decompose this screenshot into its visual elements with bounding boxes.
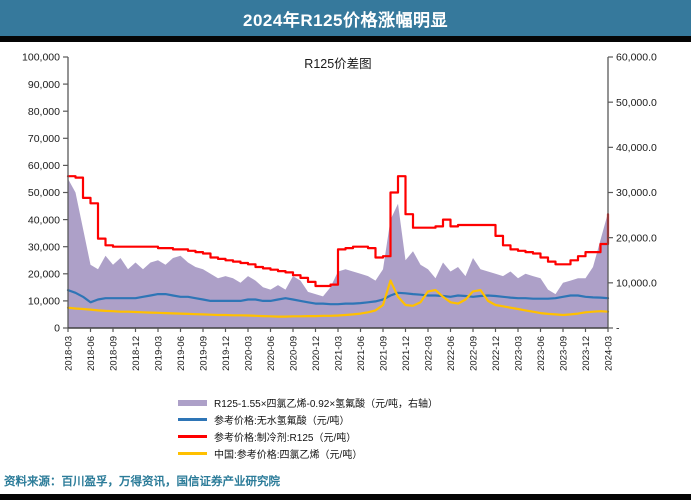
line-swatch-icon	[178, 452, 207, 455]
left-axis-label: 10,000	[28, 296, 60, 308]
left-axis-label: 80,000	[28, 106, 60, 118]
x-axis-label: 2021-09	[379, 336, 390, 371]
right-axis-label: 30,000.0	[616, 187, 657, 199]
x-axis-label: 2023-03	[514, 336, 525, 371]
right-axis-label: 20,000.0	[616, 232, 657, 244]
bottom-divider	[0, 494, 691, 500]
x-axis-label: 2022-09	[469, 336, 480, 371]
left-axis-label: 0	[54, 323, 60, 335]
page-title: 2024年R125价格涨幅明显	[243, 10, 448, 30]
right-axis-label: 60,000.0	[616, 52, 657, 64]
left-axis-label: 20,000	[28, 269, 60, 281]
left-axis-label: 40,000	[28, 214, 60, 226]
legend-label: R125-1.55×四氯乙烯-0.92×氢氟酸（元/吨，右轴）	[214, 399, 438, 410]
x-axis-label: 2020-03	[244, 336, 255, 371]
left-axis-label: 30,000	[28, 241, 60, 253]
series-line-1	[66, 175, 610, 288]
x-axis-label: 2020-09	[289, 336, 300, 371]
legend-label: 参考价格:制冷剂:R125（元/吨）	[214, 433, 357, 444]
legend-item-spread: R125-1.55×四氯乙烯-0.92×氢氟酸（元/吨，右轴）	[178, 394, 691, 411]
x-axis-label: 2020-12	[311, 336, 322, 371]
x-axis-label: 2018-12	[131, 336, 142, 371]
chart-legend: R125-1.55×四氯乙烯-0.92×氢氟酸（元/吨，右轴） 参考价格:无水氢…	[0, 394, 691, 462]
x-axis-label: 2018-03	[64, 336, 75, 371]
legend-label: 参考价格:无水氢氟酸（元/吨）	[214, 416, 350, 427]
chart-title: R125价差图	[304, 57, 371, 71]
x-axis-label: 2022-12	[491, 336, 502, 371]
area-swatch-icon	[178, 399, 207, 406]
right-axis-label: 50,000.0	[616, 97, 657, 109]
x-axis-label: 2019-12	[221, 336, 232, 371]
x-axis-label: 2019-03	[154, 336, 165, 371]
header-bar: 2024年R125价格涨幅明显	[0, 0, 691, 36]
right-axis-label: 10,000.0	[616, 278, 657, 290]
left-axis-label: 90,000	[28, 79, 60, 91]
left-axis-label: 70,000	[28, 133, 60, 145]
x-axis-label: 2023-06	[536, 336, 547, 371]
series-line-0	[66, 289, 610, 306]
legend-item-hf: 参考价格:无水氢氟酸（元/吨）	[178, 411, 691, 428]
x-axis-label: 2018-09	[109, 336, 120, 371]
source-text: 资料来源：百川盈孚，万得资讯，国信证券产业研究院	[4, 476, 280, 488]
left-axis-label: 50,000	[28, 187, 60, 199]
x-axis-label: 2021-12	[401, 336, 412, 371]
x-axis-label: 2020-06	[266, 336, 277, 371]
right-axis-label: -	[616, 323, 620, 335]
line-swatch-icon	[178, 435, 207, 438]
left-axis-label: 100,000	[22, 52, 60, 64]
line-swatch-icon	[178, 418, 207, 421]
x-axis-label: 2018-06	[86, 336, 97, 371]
x-axis-label: 2022-03	[424, 336, 435, 371]
x-axis-label: 2024-03	[604, 336, 615, 371]
x-axis-label: 2021-06	[356, 336, 367, 371]
legend-label: 中国:参考价格:四氯乙烯（元/吨）	[214, 450, 363, 461]
x-axis-label: 2019-09	[199, 336, 210, 371]
left-axis-label: 60,000	[28, 160, 60, 172]
x-axis-label: 2019-06	[176, 336, 187, 371]
right-axis-label: 40,000.0	[616, 142, 657, 154]
x-axis-label: 2023-12	[581, 336, 592, 371]
legend-item-r125: 参考价格:制冷剂:R125（元/吨）	[178, 428, 691, 445]
header-divider	[0, 36, 691, 42]
x-axis-label: 2023-09	[559, 336, 570, 371]
x-axis-label: 2022-06	[446, 336, 457, 371]
x-axis-label: 2021-03	[334, 336, 345, 371]
series-line-2	[66, 279, 610, 318]
r125-price-spread-chart: R125价差图 0 10,000 20,000 30,000 40,000 50,000 60…	[22, 52, 657, 371]
chart-area: R125价差图 0 10,000 20,000 30,000 40,000 50,000 60…	[0, 42, 691, 392]
legend-item-pce: 中国:参考价格:四氯乙烯（元/吨）	[178, 445, 691, 462]
